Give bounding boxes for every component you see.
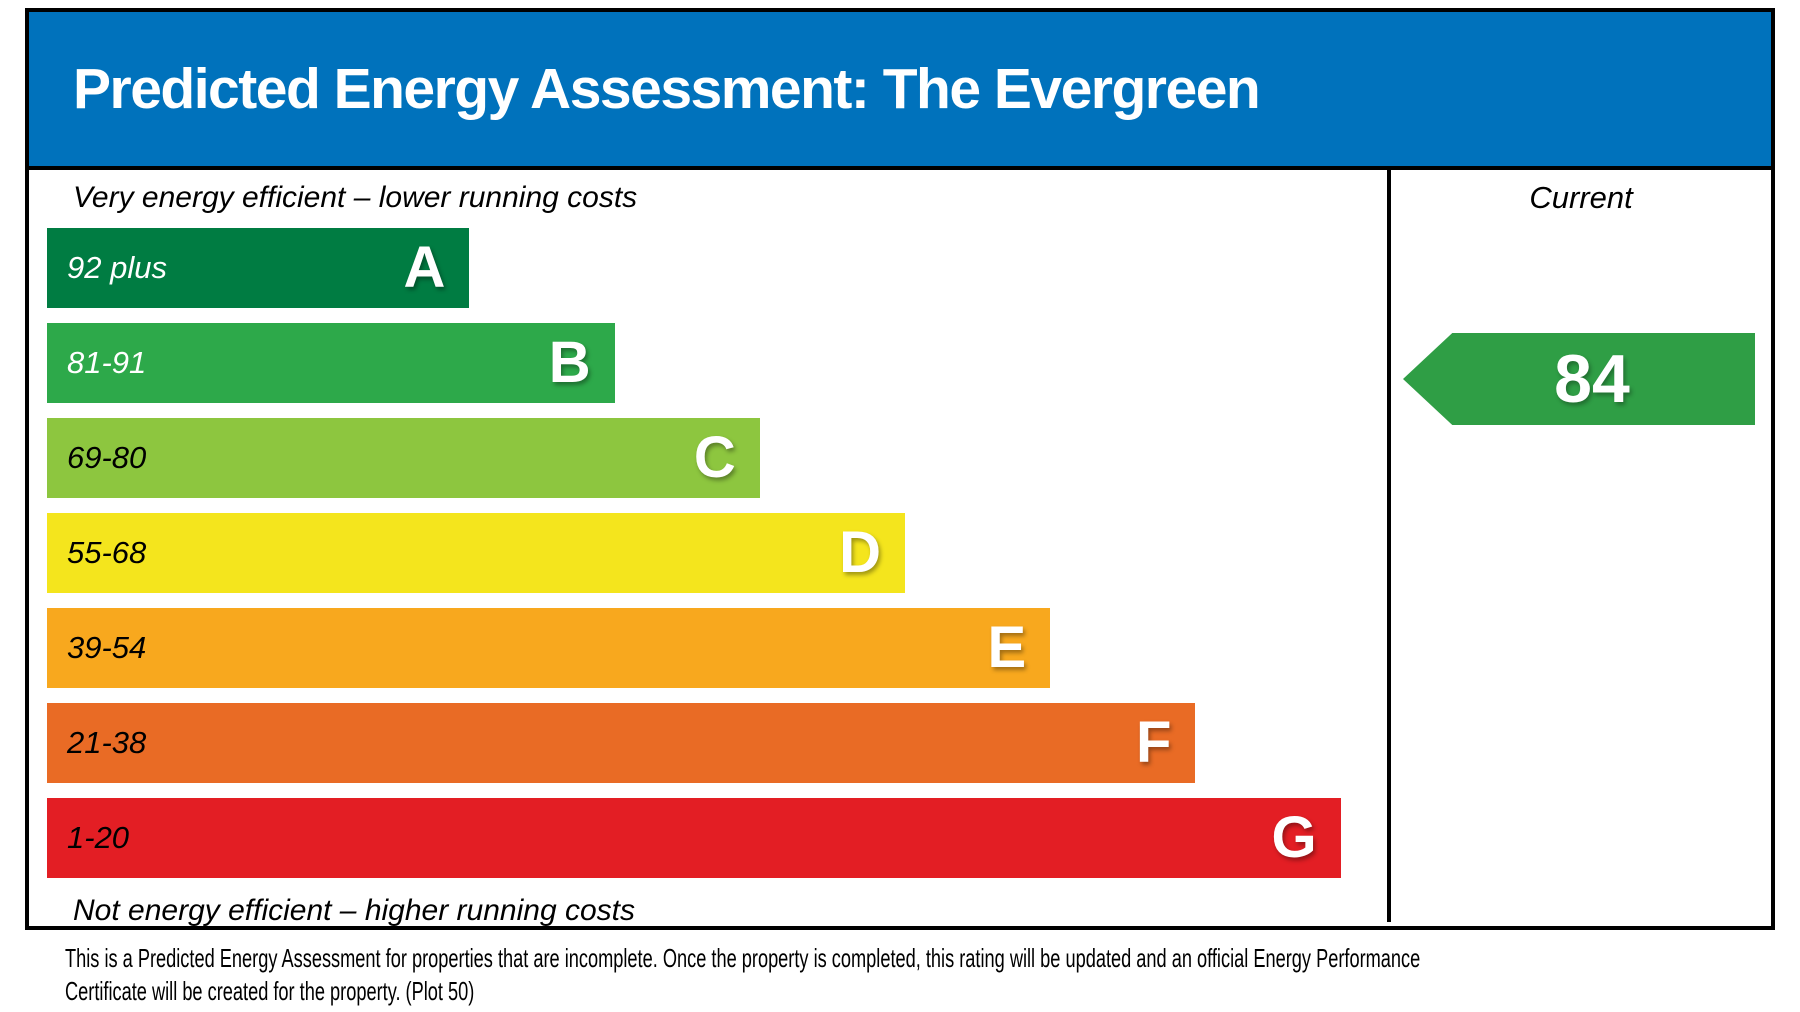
band-c-range-label: 69-80: [67, 440, 147, 475]
band-d-letter: D: [839, 520, 881, 585]
current-rating-column: Current 84: [1387, 170, 1771, 922]
bottom-efficiency-label: Not energy efficient – higher running co…: [73, 894, 635, 927]
band-row-a: 92 plus A: [47, 228, 1367, 308]
band-c-bar: 69-80 C: [47, 418, 760, 498]
band-b-range-label: 81-91: [67, 345, 147, 380]
footer-line-1: This is a Predicted Energy Assessment fo…: [65, 943, 1421, 973]
band-row-d: 55-68 D: [47, 513, 1367, 593]
energy-assessment-certificate: Predicted Energy Assessment: The Evergre…: [25, 8, 1775, 930]
band-row-e: 39-54 E: [47, 608, 1367, 688]
band-a-range-label: 92 plus: [67, 250, 167, 285]
footer-line-2: Certificate will be created for the prop…: [65, 976, 475, 1006]
band-e-bar: 39-54 E: [47, 608, 1051, 688]
band-g-range-label: 1-20: [67, 820, 130, 855]
band-row-b: 81-91 B: [47, 323, 1367, 403]
band-e-range-label: 39-54: [67, 630, 147, 665]
band-g-letter: G: [1271, 805, 1317, 870]
band-g-bar: 1-20 G: [47, 798, 1341, 878]
band-b-letter: B: [548, 330, 591, 395]
certificate-body: Very energy efficient – lower running co…: [29, 170, 1771, 927]
band-b-bar: 81-91 B: [47, 323, 615, 403]
rating-scale-area: Very energy efficient – lower running co…: [29, 170, 1387, 927]
band-row-g: 1-20 G: [47, 798, 1367, 878]
current-column-header: Current: [1529, 180, 1633, 215]
band-f-bar: 21-38 F: [47, 703, 1196, 783]
current-rating-value: 84: [1554, 341, 1630, 417]
band-e-letter: E: [987, 615, 1027, 680]
top-efficiency-label: Very energy efficient – lower running co…: [73, 181, 638, 214]
rating-bands: 92 plus A 81-91 B 69-80 C: [47, 228, 1367, 878]
current-rating-arrow: 84: [1403, 333, 1755, 425]
band-a-bar: 92 plus A: [47, 228, 470, 308]
page-title: Predicted Energy Assessment: The Evergre…: [73, 57, 1261, 121]
band-f-letter: F: [1135, 710, 1172, 775]
certificate-header: Predicted Energy Assessment: The Evergre…: [29, 12, 1771, 170]
band-a-letter: A: [403, 235, 446, 300]
band-row-f: 21-38 F: [47, 703, 1367, 783]
band-row-c: 69-80 C: [47, 418, 1367, 498]
band-d-range-label: 55-68: [67, 535, 147, 570]
band-f-range-label: 21-38: [67, 725, 147, 760]
band-c-letter: C: [693, 425, 736, 490]
footer-disclaimer: This is a Predicted Energy Assessment fo…: [65, 942, 1420, 1008]
band-d-bar: 55-68 D: [47, 513, 905, 593]
